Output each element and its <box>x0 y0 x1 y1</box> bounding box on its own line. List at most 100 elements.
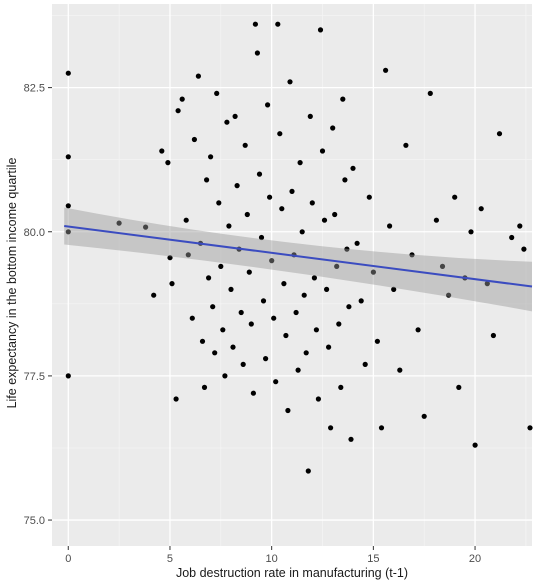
data-point <box>143 224 149 230</box>
data-point <box>254 50 260 56</box>
minor-gridlines <box>52 4 532 546</box>
data-point <box>496 131 503 137</box>
data-point <box>199 338 206 344</box>
data-point <box>439 263 446 269</box>
confidence-band <box>64 207 532 312</box>
data-point <box>521 246 527 252</box>
data-point <box>191 136 197 143</box>
data-point <box>289 188 295 194</box>
data-point <box>214 90 220 96</box>
data-point <box>307 113 313 119</box>
data-point <box>65 229 71 235</box>
x-tick-label: 20 <box>469 553 481 565</box>
data-point <box>248 321 254 327</box>
data-point <box>387 223 393 229</box>
data-point <box>348 436 354 442</box>
data-point <box>509 234 515 241</box>
data-point <box>490 332 496 339</box>
data-point <box>517 223 523 229</box>
data-point <box>195 73 201 79</box>
data-point <box>427 90 433 96</box>
data-point <box>277 131 283 137</box>
data-point <box>340 96 346 102</box>
x-tick-label: 15 <box>367 553 379 565</box>
data-point <box>234 183 240 189</box>
data-point <box>421 413 427 419</box>
data-point <box>159 148 165 154</box>
data-point <box>212 350 218 356</box>
y-tick-label: 80.0 <box>24 227 45 239</box>
x-tick-label: 5 <box>167 553 173 565</box>
y-tick-label: 77.5 <box>24 371 45 383</box>
data-point <box>319 148 326 154</box>
data-point <box>299 229 305 235</box>
data-point <box>269 258 275 264</box>
data-point <box>311 275 317 281</box>
data-point <box>468 229 474 235</box>
data-point <box>65 373 71 379</box>
y-axis-ticks: 75.0 77.5 80.0 82.5 <box>24 83 52 527</box>
data-point <box>344 246 350 252</box>
y-tick-label: 82.5 <box>24 83 45 95</box>
data-point <box>273 379 279 385</box>
data-point <box>374 338 380 344</box>
data-point <box>336 321 342 327</box>
data-point <box>317 27 324 33</box>
x-axis-title: Job destruction rate in manufacturing (t… <box>176 566 408 580</box>
data-point <box>362 361 368 367</box>
data-point <box>281 281 287 287</box>
data-point <box>283 332 289 339</box>
data-point <box>275 21 281 27</box>
data-point <box>226 223 232 229</box>
data-point <box>330 125 336 131</box>
y-tick-label: 75.0 <box>24 515 45 527</box>
data-point <box>415 327 421 333</box>
data-point <box>208 154 214 160</box>
data-point <box>185 252 191 258</box>
x-tick-label: 10 <box>266 553 278 565</box>
data-point <box>189 315 195 321</box>
data-point <box>179 96 185 102</box>
data-point <box>287 79 293 85</box>
data-point <box>433 217 439 223</box>
data-point <box>224 119 230 125</box>
data-point <box>279 206 285 212</box>
data-points <box>65 21 533 474</box>
data-point <box>246 269 252 275</box>
data-point <box>346 304 352 310</box>
data-point <box>220 327 226 333</box>
data-point <box>305 468 311 474</box>
data-point <box>165 160 171 166</box>
data-point <box>258 234 265 241</box>
data-point <box>256 171 263 177</box>
data-point <box>334 263 340 269</box>
data-point <box>315 396 321 402</box>
data-point <box>527 425 533 431</box>
data-point <box>244 211 250 218</box>
x-tick-label: 0 <box>65 553 71 565</box>
data-point <box>271 315 277 321</box>
data-point <box>65 203 71 209</box>
data-point <box>478 206 484 212</box>
data-point <box>370 269 376 275</box>
data-point <box>295 367 301 373</box>
data-point <box>342 177 348 183</box>
data-point <box>167 255 173 261</box>
data-point <box>267 194 273 200</box>
plot-panel <box>52 4 532 546</box>
data-point <box>409 252 415 258</box>
data-point <box>391 286 397 292</box>
data-point <box>285 407 291 414</box>
data-point <box>263 356 269 362</box>
data-point <box>252 21 258 27</box>
data-point <box>216 200 222 206</box>
data-point <box>456 384 462 390</box>
data-point <box>242 142 248 148</box>
data-point <box>354 240 360 246</box>
data-point <box>116 220 122 226</box>
data-point <box>173 396 179 402</box>
data-point <box>169 281 175 287</box>
data-point <box>301 292 307 298</box>
data-point <box>326 344 332 350</box>
